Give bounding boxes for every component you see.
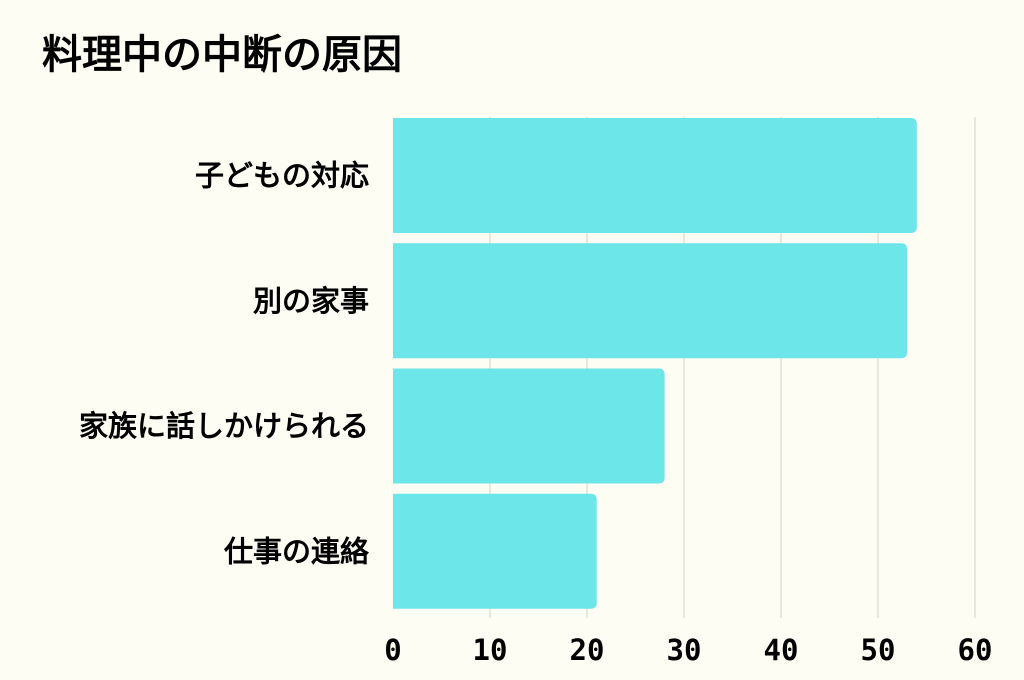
bars <box>393 118 917 609</box>
bar <box>393 243 908 359</box>
category-label: 家族に話しかけられる <box>79 409 369 443</box>
x-tick-label: 60 <box>958 633 993 667</box>
x-tick-label: 20 <box>570 633 605 667</box>
x-tick-label: 50 <box>861 633 896 667</box>
bar <box>393 118 917 233</box>
bar <box>393 368 665 484</box>
chart-title: 料理中の中断の原因 <box>42 32 402 78</box>
x-tick-label: 0 <box>384 633 401 667</box>
x-tick-label: 40 <box>764 633 799 667</box>
category-label: 仕事の連絡 <box>223 534 370 568</box>
bar <box>393 493 597 609</box>
x-tick-label: 10 <box>473 633 508 667</box>
x-axis-ticks: 0 10 20 30 40 50 60 <box>384 633 992 667</box>
category-label: 子どもの対応 <box>195 159 369 193</box>
category-label: 別の家事 <box>253 284 369 318</box>
x-tick-label: 30 <box>667 633 702 667</box>
